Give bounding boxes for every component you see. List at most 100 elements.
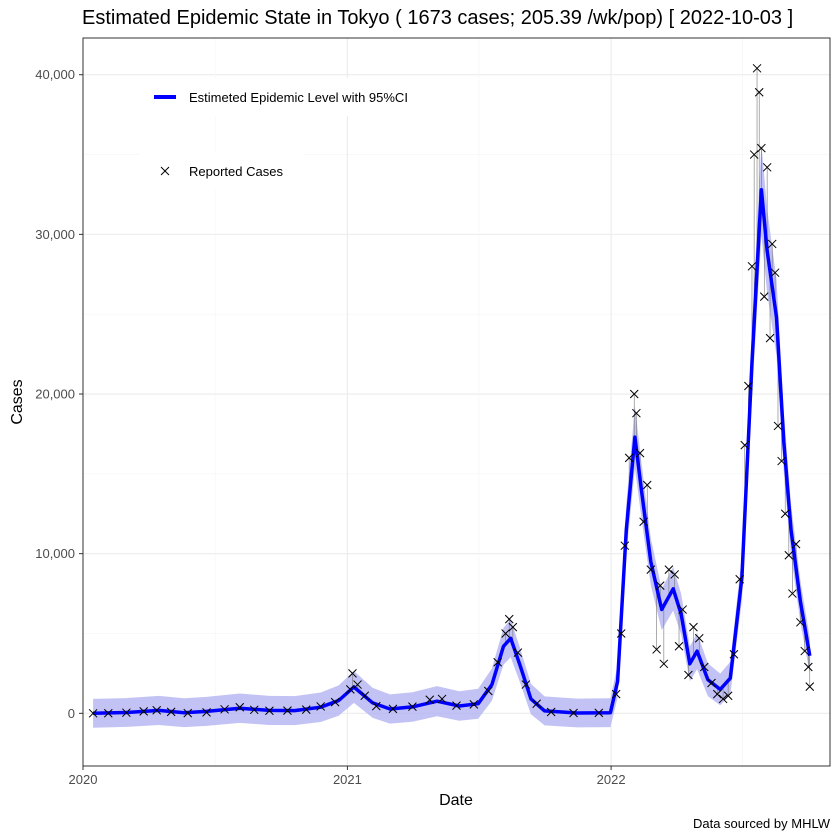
data-point (493, 657, 503, 667)
y-tick-label: 40,000 (35, 67, 75, 82)
data-point (757, 143, 766, 153)
data-point-stroke (546, 707, 556, 717)
data-point (659, 659, 669, 669)
reported-points (88, 63, 815, 718)
data-point-stroke (788, 589, 797, 598)
data-point (800, 646, 810, 656)
data-point (723, 691, 733, 701)
data-point-stroke (765, 333, 775, 343)
data-point (759, 292, 769, 301)
data-point (803, 662, 813, 672)
data-point (452, 701, 461, 711)
data-point (674, 641, 684, 651)
data-point-stroke (504, 614, 514, 624)
data-point (664, 565, 674, 574)
data-point (220, 704, 229, 714)
data-point-stroke (674, 641, 684, 651)
data-point-stroke (316, 702, 326, 711)
data-point-stroke (670, 570, 680, 579)
data-point-stroke (616, 629, 626, 638)
data-point-stroke (493, 657, 503, 667)
data-point (546, 707, 556, 717)
data-point-stroke (754, 87, 764, 97)
data-point (754, 87, 764, 97)
data-point-stroke (437, 694, 447, 704)
data-point-stroke (767, 239, 777, 249)
data-point-stroke (452, 701, 461, 711)
data-point (747, 261, 757, 271)
data-point (624, 453, 634, 463)
data-point-stroke (642, 480, 652, 490)
data-point (283, 706, 292, 715)
data-point-stroke (501, 629, 510, 638)
data-point-stroke (521, 680, 531, 689)
data-point-stroke (121, 708, 131, 718)
data-point-stroke (235, 702, 245, 712)
data-point-stroke (800, 646, 810, 656)
data-point (508, 622, 518, 632)
data-point-stroke (301, 705, 311, 714)
data-point (249, 705, 259, 715)
data-point (330, 697, 340, 707)
data-point (749, 150, 759, 159)
data-point-stroke (594, 708, 604, 718)
data-point (707, 678, 716, 688)
data-point-stroke (712, 689, 722, 699)
data-point-stroke (629, 389, 639, 399)
data-point (777, 456, 786, 466)
series-line-group (93, 187, 812, 716)
data-point-stroke (388, 704, 398, 714)
data-point (752, 63, 762, 73)
data-point-stroke (360, 691, 370, 701)
y-axis: 0 10,000 20,000 30,000 40,000 (35, 67, 83, 721)
data-point (678, 605, 687, 614)
legend-cross-symbol (160, 166, 170, 176)
data-point (301, 705, 311, 714)
data-point (316, 702, 326, 711)
data-point-stroke (353, 680, 362, 689)
data-point (152, 705, 162, 715)
data-point (371, 701, 381, 711)
data-point-stroke (796, 617, 805, 627)
data-point-stroke (265, 706, 274, 716)
x-tick-label: 2022 (597, 772, 626, 787)
data-point-stroke (659, 659, 669, 669)
data-point-stroke (770, 268, 780, 278)
data-point-stroke (166, 707, 176, 717)
data-point-stroke (348, 669, 357, 678)
data-point (121, 708, 131, 718)
y-tick-label: 10,000 (35, 546, 75, 561)
data-point-stroke (759, 292, 769, 301)
data-point (408, 702, 417, 711)
data-point-stroke (729, 649, 739, 659)
data-point-stroke (569, 708, 578, 718)
data-point (635, 448, 645, 458)
data-point-stroke (747, 261, 757, 271)
data-point-stroke (513, 648, 523, 658)
data-point (805, 682, 815, 691)
data-point-stroke (103, 708, 113, 718)
legend-label-line: Estimeted Epidemic Level with 95%CI (189, 90, 408, 105)
data-point-stroke (752, 63, 762, 73)
data-point (712, 689, 722, 699)
data-point-stroke (699, 662, 709, 672)
data-point-stroke (635, 448, 645, 458)
data-point-stroke (469, 700, 479, 709)
data-point-stroke (330, 697, 340, 707)
y-tick-label: 0 (68, 706, 75, 721)
data-point-stroke (639, 517, 648, 527)
data-point-stroke (777, 456, 786, 466)
data-point (744, 381, 753, 391)
data-point (767, 239, 777, 249)
data-point (780, 509, 790, 519)
data-point-stroke (139, 707, 149, 716)
data-point-stroke (664, 565, 674, 574)
data-point (632, 408, 641, 418)
data-point-stroke (784, 550, 794, 560)
data-point-stroke (718, 694, 728, 704)
data-point (639, 517, 648, 527)
data-point (770, 268, 780, 278)
data-point (670, 570, 680, 579)
data-point-stroke (624, 453, 634, 463)
data-point (521, 680, 531, 689)
